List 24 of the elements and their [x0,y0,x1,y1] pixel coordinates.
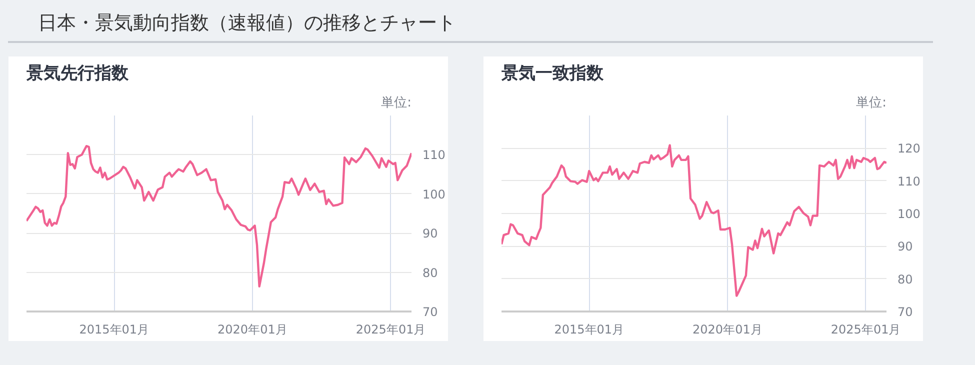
y-tick-label: 120 [898,142,920,156]
y-tick-label: 90 [898,240,913,254]
text: 単位: [856,96,887,110]
text: 単位: [381,96,412,110]
y-tick-label: 110 [898,174,920,188]
y-tick-label: 100 [898,207,920,221]
x-tick-label: 2020年01月 [692,322,762,336]
line-series [502,144,886,297]
y-tick-label: 110 [422,148,446,162]
line-series [26,144,412,288]
x-tick-label: 2025年01月 [356,322,426,336]
chart-title: 景気一致指数 [500,64,604,84]
x-tick-label: 2015年01月 [79,322,150,336]
y-tick-label: 100 [422,187,446,202]
y-tick-label: 80 [422,266,438,280]
x-tick-label: 2020年01月 [218,322,288,336]
y-tick-label: 90 [422,226,438,241]
x-tick-label: 2015年01月 [554,322,624,336]
x-tick-label: 2025年01月 [830,322,901,336]
chart-title: 景気先行指数 [26,64,130,84]
text: 日本・景気動向指数（速報値）の推移とチャート [8,8,933,44]
y-tick-label: 70 [898,305,913,319]
y-tick-label: 80 [898,272,913,286]
y-tick-label: 70 [422,305,438,319]
